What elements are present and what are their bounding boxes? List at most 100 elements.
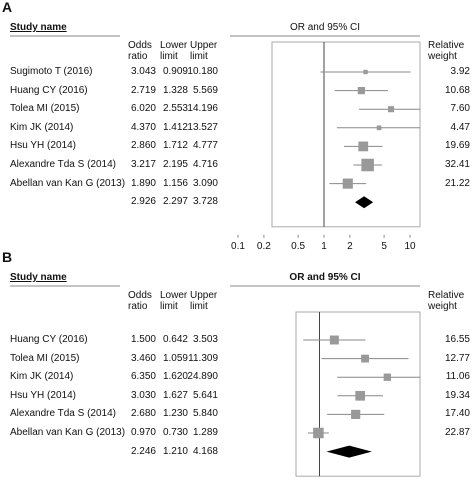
study-value: 1.627 — [162, 389, 188, 401]
study-square — [358, 141, 369, 152]
study-value: 4.777 — [192, 140, 218, 152]
study-value: 1.230 — [162, 408, 188, 420]
study-square — [388, 106, 395, 113]
study-value: 0.730 — [162, 427, 188, 438]
relative-weight: 21.22 — [444, 177, 470, 189]
study-name: Hsu YH (2014) — [10, 389, 76, 401]
study-value: 1.712 — [162, 140, 188, 152]
relative-weight: 19.34 — [444, 389, 470, 401]
panel-label: B — [2, 249, 13, 265]
relative-weight: 22.87 — [444, 427, 470, 438]
study-name: Alexandre Tda S (2014) — [10, 408, 116, 420]
study-value: 11.309 — [188, 352, 218, 364]
summary-value: 4.168 — [192, 445, 218, 457]
plot-header: OR and 95% CI — [289, 22, 361, 33]
column-header: Relative weight — [428, 40, 465, 62]
study-square — [361, 354, 369, 363]
study-square — [342, 178, 353, 189]
relative-weight: 16.55 — [444, 334, 470, 345]
study-value: 0.642 — [162, 334, 188, 345]
plot-header: OR and 95% CI — [289, 272, 361, 283]
study-square — [376, 125, 382, 131]
x-tick-label: 2 — [347, 240, 353, 252]
study-name: Huang CY (2016) — [10, 84, 88, 96]
plot-area — [303, 335, 420, 458]
study-value: 2.680 — [130, 408, 156, 420]
study-value: 3.090 — [192, 177, 218, 189]
study-value: 1.328 — [162, 84, 188, 96]
study-square — [361, 158, 374, 172]
study-square — [355, 390, 366, 401]
study-value: 3.030 — [130, 389, 156, 401]
study-value: 13.527 — [187, 121, 218, 133]
relative-weight: 11.06 — [445, 371, 470, 383]
column-header: Lower limit — [160, 290, 188, 312]
study-value: 3.460 — [130, 352, 156, 364]
column-header: Relative weight — [428, 290, 465, 312]
study-value: 1.412 — [162, 121, 188, 133]
relative-weight: 7.60 — [450, 103, 470, 115]
study-square — [363, 69, 368, 75]
x-tick-label: 0.2 — [256, 240, 271, 252]
study-name: Tolea MI (2015) — [10, 103, 80, 115]
study-value: 2.860 — [130, 140, 156, 152]
study-name: Sugimoto T (2016) — [10, 66, 93, 77]
study-square — [357, 87, 365, 95]
study-value: 1.156 — [162, 177, 188, 189]
column-header: Upper limit — [190, 40, 218, 62]
study-name: Tolea MI (2015) — [10, 352, 80, 364]
study-value: 2.195 — [162, 159, 188, 170]
study-value: 6.350 — [130, 371, 156, 383]
study-value: 4.716 — [192, 159, 218, 170]
study-name: Huang CY (2016) — [10, 334, 88, 345]
study-value: 1.059 — [162, 352, 188, 364]
study-square — [383, 373, 391, 381]
study-name: Kim JK (2014) — [10, 371, 74, 383]
x-tick-label: 10 — [404, 240, 416, 252]
relative-weight: 12.77 — [444, 352, 470, 364]
plot-frame — [295, 311, 421, 477]
summary-value: 1.210 — [162, 445, 188, 457]
study-value: 0.909 — [162, 66, 188, 77]
study-value: 5.840 — [192, 408, 218, 420]
x-tick-label: 0.5 — [291, 240, 306, 252]
study-square — [329, 335, 339, 345]
column-header: Upper limit — [190, 290, 218, 312]
study-value: 0.970 — [130, 427, 156, 438]
panel-label: A — [2, 0, 13, 15]
study-value: 5.569 — [192, 84, 218, 96]
relative-weight: 4.47 — [450, 121, 470, 133]
plot-frame — [271, 41, 421, 228]
study-square — [313, 427, 324, 439]
study-value: 3.217 — [130, 159, 156, 170]
study-value: 6.020 — [130, 103, 156, 115]
study-value: 3.043 — [130, 66, 156, 77]
relative-weight: 17.40 — [444, 408, 470, 420]
x-tick-label: 0.1 — [231, 240, 245, 252]
study-value: 2.719 — [130, 84, 156, 96]
summary-value: 2.297 — [162, 196, 188, 208]
study-value: 5.641 — [192, 389, 218, 401]
relative-weight: 32.41 — [444, 159, 470, 170]
relative-weight: 3.92 — [450, 66, 470, 77]
study-value: 3.503 — [192, 334, 218, 345]
study-name: Abellan van Kan G (2013) — [10, 427, 126, 438]
column-header: Odds ratio — [128, 290, 152, 312]
study-value: 4.370 — [130, 121, 156, 133]
study-value: 1.620 — [162, 371, 188, 383]
study-value: 1.500 — [130, 334, 156, 345]
column-header: Lower limit — [160, 40, 188, 62]
x-tick-label: 1 — [321, 240, 327, 252]
study-name: Alexandre Tda S (2014) — [10, 159, 116, 170]
study-header: Study name — [10, 272, 67, 283]
study-value: 1.890 — [130, 177, 156, 189]
study-name: Abellan van Kan G (2013) — [10, 177, 126, 189]
relative-weight: 10.68 — [444, 84, 470, 96]
summary-value: 3.728 — [192, 196, 218, 208]
summary-value: 2.246 — [130, 445, 156, 457]
study-name: Kim JK (2014) — [10, 121, 74, 133]
summary-diamond — [326, 445, 372, 458]
study-header: Study name — [10, 22, 67, 33]
